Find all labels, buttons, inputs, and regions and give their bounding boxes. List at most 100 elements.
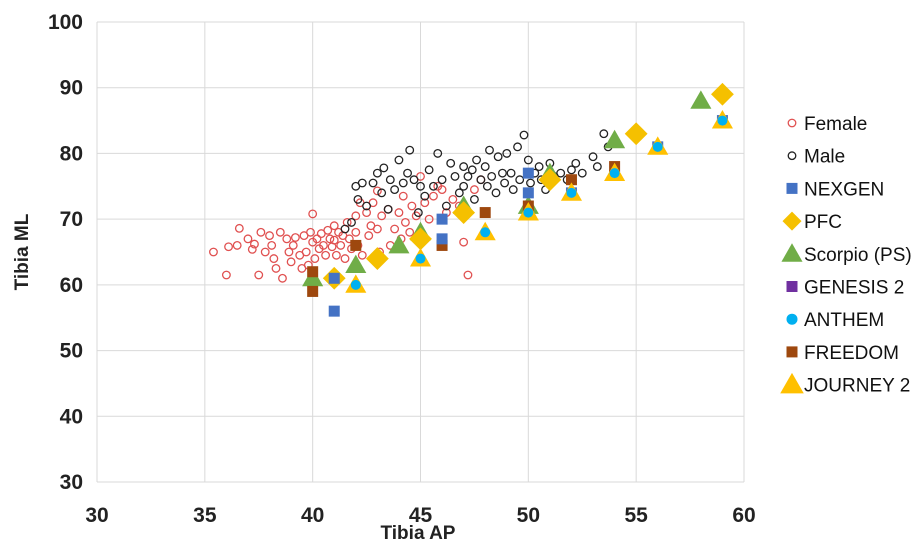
data-point-nexgen	[522, 187, 534, 199]
legend-marker-freedom	[786, 346, 798, 358]
x-tick-label: 40	[301, 504, 324, 527]
data-point-female	[265, 231, 274, 241]
data-point-male	[409, 175, 419, 185]
data-point-male	[372, 168, 382, 178]
data-point-female	[405, 227, 415, 237]
data-point-male	[523, 155, 533, 165]
data-point-male	[493, 152, 503, 162]
data-point-female	[290, 233, 300, 242]
data-point-male	[413, 208, 423, 218]
legend-item-pfc: PFC	[782, 211, 842, 233]
data-point-pfc	[409, 227, 432, 251]
data-point-male	[571, 158, 581, 168]
data-point-male	[526, 178, 535, 188]
x-tick-label: 30	[85, 504, 108, 527]
y-tick-label: 30	[60, 471, 83, 494]
data-point-nexgen	[522, 167, 534, 179]
legend: Female Male NEXGEN PFC Scorpio (PS) GENESIS 2…	[780, 114, 912, 397]
data-point-male	[515, 175, 525, 185]
data-point-nexgen	[328, 305, 340, 317]
data-point-pfc	[452, 201, 476, 224]
data-point-anthem	[350, 279, 361, 290]
data-point-male	[368, 178, 378, 188]
data-point-pfc	[711, 82, 734, 106]
y-tick-label: 50	[60, 340, 83, 363]
data-point-female	[437, 185, 447, 195]
data-point-female	[357, 250, 367, 260]
data-point-freedom	[307, 285, 319, 297]
data-point-male	[379, 163, 389, 173]
data-point-male	[383, 204, 393, 214]
data-point-freedom	[479, 207, 491, 219]
x-tick-label: 45	[409, 504, 433, 527]
data-point-female	[323, 225, 333, 235]
data-point-male	[405, 145, 415, 155]
data-point-pfc	[538, 168, 562, 192]
y-tick-label: 60	[60, 274, 83, 297]
legend-label: Scorpio (PS)	[804, 245, 912, 266]
legend-marker-anthem	[786, 313, 798, 325]
data-point-male	[534, 162, 544, 172]
data-point-male	[476, 175, 486, 185]
data-point-female	[247, 244, 257, 254]
data-point-female	[321, 250, 331, 260]
data-point-scorpio-ps	[604, 129, 626, 149]
data-point-female	[310, 254, 320, 264]
data-point-female	[394, 208, 404, 218]
legend-label: ANTHEM	[804, 310, 884, 331]
y-tick-label: 90	[60, 77, 83, 100]
legend-marker-nexgen	[786, 182, 798, 194]
data-point-female	[254, 270, 264, 280]
data-point-female	[301, 247, 311, 257]
data-point-female	[312, 234, 322, 244]
legend-marker-genesis-2	[786, 281, 798, 292]
data-point-scorpio-ps	[345, 254, 367, 274]
legend-item-genesis-2: GENESIS 2	[786, 278, 904, 299]
series-male	[340, 129, 613, 234]
data-point-nexgen	[328, 272, 340, 284]
data-point-male	[508, 185, 518, 195]
data-point-female	[429, 191, 438, 201]
x-axis-title: Tibia AP	[381, 523, 456, 543]
data-point-female	[243, 234, 253, 244]
data-point-female	[269, 254, 279, 264]
data-point-male	[424, 165, 434, 175]
data-point-male	[353, 194, 363, 204]
data-points	[209, 82, 734, 317]
data-point-female	[209, 247, 218, 257]
data-point-female	[271, 263, 281, 273]
legend-item-scorpio-ps: Scorpio (PS)	[781, 243, 912, 266]
legend-label: PFC	[804, 212, 842, 233]
data-point-female	[469, 185, 479, 195]
legend-label: Female	[804, 114, 867, 135]
data-point-male	[340, 224, 350, 234]
data-point-female	[250, 239, 259, 249]
data-point-male	[513, 142, 522, 152]
data-point-female	[459, 237, 469, 247]
data-point-female	[398, 191, 408, 201]
data-point-anthem	[415, 253, 426, 264]
data-point-female	[329, 221, 339, 231]
data-point-male	[588, 152, 598, 162]
data-point-male	[498, 168, 507, 178]
data-point-male	[502, 148, 512, 158]
legend-item-nexgen: NEXGEN	[786, 179, 884, 200]
data-point-female	[325, 234, 335, 244]
data-point-anthem	[652, 141, 663, 152]
legend-label: Male	[804, 147, 845, 168]
legend-marker-pfc	[782, 211, 802, 231]
data-point-female	[372, 224, 382, 234]
data-point-female	[221, 270, 231, 280]
legend-label: JOURNEY 2	[804, 376, 910, 397]
data-point-male	[482, 181, 492, 191]
data-point-female	[286, 257, 296, 267]
data-point-male	[567, 165, 576, 175]
data-point-female	[448, 194, 458, 204]
data-point-female	[336, 240, 346, 250]
data-point-female	[256, 227, 266, 237]
data-point-female	[308, 209, 318, 219]
data-point-female	[260, 247, 270, 257]
data-point-female	[267, 240, 277, 250]
data-point-male	[556, 168, 566, 178]
data-point-scorpio-ps	[388, 234, 410, 254]
